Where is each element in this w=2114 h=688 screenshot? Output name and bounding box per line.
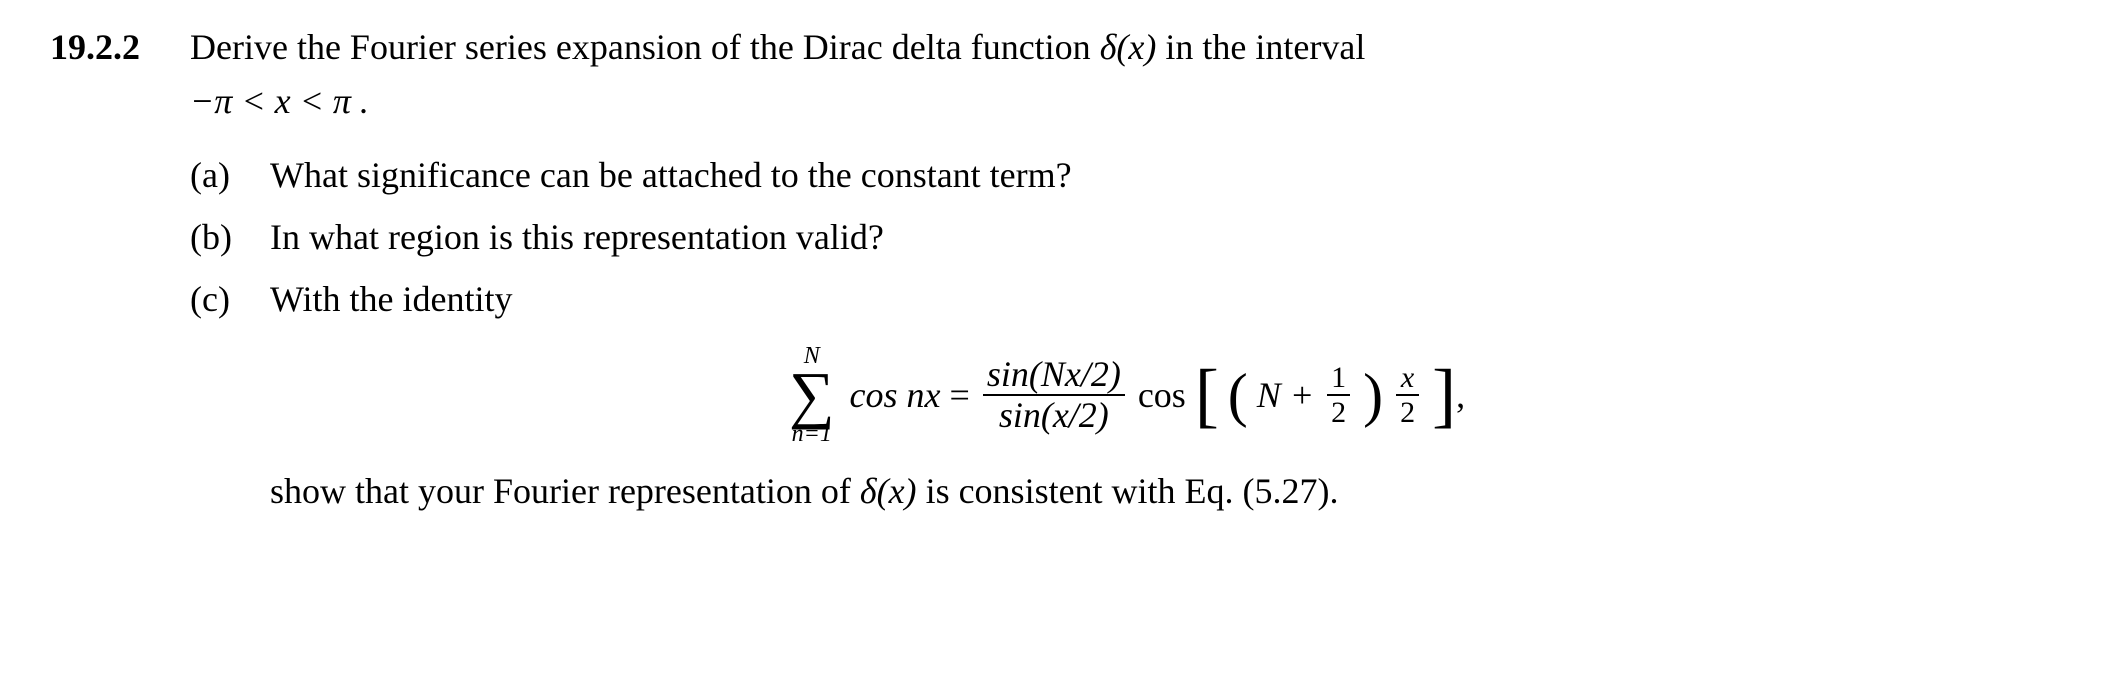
conclusion: show that your Fourier representation of…: [270, 464, 2064, 518]
conclusion-delta: δ(x): [860, 471, 917, 511]
intro-interval: −π < x < π .: [190, 81, 369, 121]
main-fraction: sin(Nx/2) sin(x/2): [983, 355, 1125, 436]
subpart-a-text: What significance can be attached to the…: [270, 148, 2064, 202]
problem-row: 19.2.2 Derive the Fourier series expansi…: [50, 20, 2064, 518]
subpart-b: (b) In what region is this representatio…: [190, 210, 2064, 264]
half-den: 2: [1327, 396, 1350, 429]
subpart-c: (c) With the identity: [190, 272, 2064, 326]
half-num: 1: [1327, 361, 1350, 396]
half-fraction: 1 2: [1327, 361, 1350, 429]
conclusion-text-2: is consistent with Eq. (5.27).: [917, 471, 1339, 511]
frac-num: sin(Nx/2): [983, 355, 1125, 397]
subpart-c-label: (c): [190, 272, 270, 326]
equals-sign: =: [950, 375, 979, 415]
equation: N ∑ n=1 cos nx = sin(Nx/2) sin(x/2) cos …: [190, 344, 2064, 446]
subpart-b-text: In what region is this representation va…: [270, 210, 2064, 264]
sum-lower: n=1: [789, 422, 835, 446]
intro-delta: δ(x): [1100, 27, 1157, 67]
conclusion-text-1: show that your Fourier representation of: [270, 471, 860, 511]
cos-word: cos: [1138, 375, 1186, 415]
n-plus: N +: [1257, 375, 1323, 415]
x-over-2: x 2: [1396, 361, 1419, 429]
intro-text-1: Derive the Fourier series expansion of t…: [190, 27, 1100, 67]
trailing-comma: ,: [1456, 375, 1465, 415]
problem-number: 19.2.2: [50, 20, 190, 74]
x-num: x: [1396, 361, 1419, 396]
subpart-a: (a) What significance can be attached to…: [190, 148, 2064, 202]
summation: N ∑ n=1: [789, 344, 835, 446]
problem-intro: Derive the Fourier series expansion of t…: [190, 20, 2064, 128]
problem-page: 19.2.2 Derive the Fourier series expansi…: [0, 0, 2114, 688]
x-den: 2: [1396, 396, 1419, 429]
frac-den: sin(x/2): [983, 396, 1125, 436]
subpart-c-text: With the identity: [270, 272, 2064, 326]
subpart-b-label: (b): [190, 210, 270, 264]
sum-symbol: ∑: [789, 368, 835, 422]
intro-text-2: in the interval: [1156, 27, 1365, 67]
subpart-a-label: (a): [190, 148, 270, 202]
sum-term: cos nx: [850, 375, 941, 415]
problem-body: Derive the Fourier series expansion of t…: [190, 20, 2064, 518]
